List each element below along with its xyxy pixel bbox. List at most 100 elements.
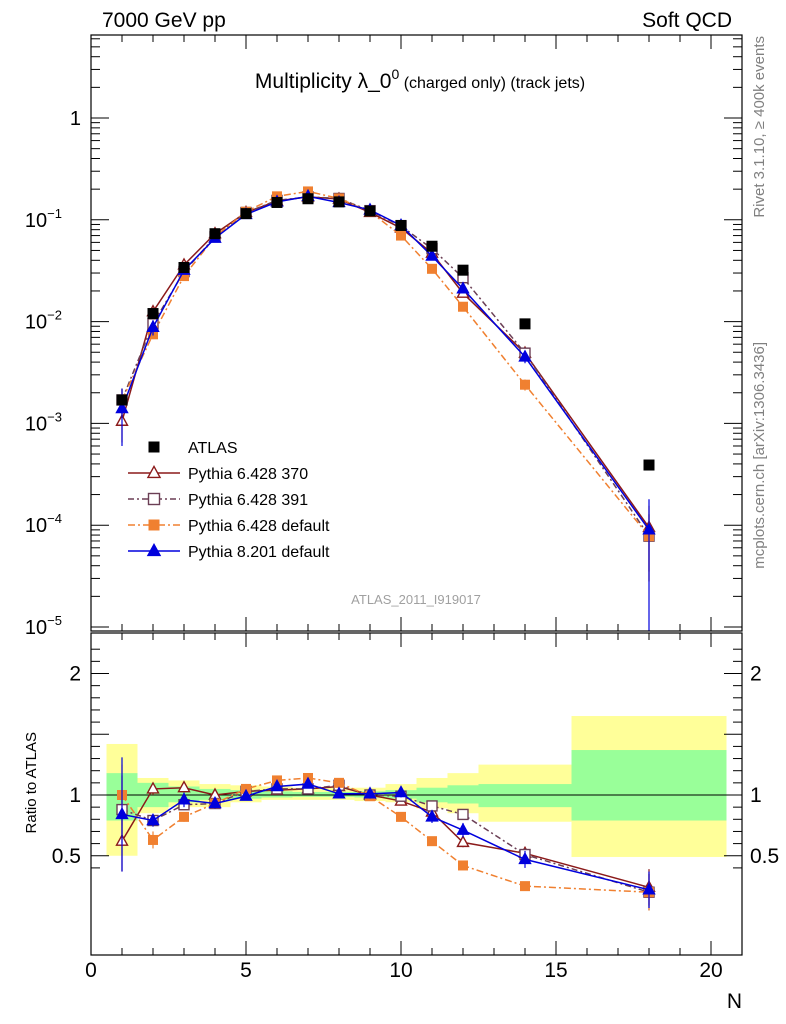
data-point (148, 834, 158, 845)
y-tick-label: 10−3 (25, 409, 62, 435)
data-point (457, 808, 469, 821)
ratio-panel-series (115, 757, 656, 911)
ratio-y-axis-label: Ratio to ATLAS (23, 732, 40, 833)
data-point (115, 806, 129, 820)
rivet-version-label: Rivet 3.1.10, ≥ 400k events (751, 36, 768, 218)
legend-entry: Pythia 6.428 370 (128, 464, 308, 483)
legend-label: Pythia 6.428 370 (188, 466, 308, 483)
data-point (116, 394, 128, 406)
data-point (642, 522, 656, 535)
data-point (642, 882, 656, 895)
ratio-series-line (121, 783, 650, 891)
data-point (334, 777, 344, 788)
ratio-y-tick-label-right: 1 (750, 784, 762, 807)
data-point (458, 301, 468, 312)
x-tick-label: 5 (240, 959, 252, 982)
data-point (209, 228, 221, 240)
data-point (147, 308, 159, 320)
data-point (271, 196, 283, 208)
data-point (425, 248, 439, 261)
legend-marker (146, 464, 162, 479)
main-panel-frame (90, 34, 743, 632)
analysis-label: ATLAS_2011_I919017 (351, 592, 481, 607)
data-point (364, 205, 376, 217)
legend-label: Pythia 6.428 default (188, 518, 330, 535)
data-point (146, 813, 160, 826)
data-point (456, 822, 470, 835)
y-tick-label: 1 (70, 108, 81, 130)
data-point (395, 219, 407, 231)
data-point (302, 193, 314, 205)
data-point (240, 208, 252, 220)
data-point (115, 401, 129, 414)
legend-marker (148, 519, 160, 531)
data-point (456, 834, 470, 848)
legend-label: ATLAS (188, 440, 238, 457)
y-tick-label: 10−4 (25, 511, 62, 537)
x-tick-label: 15 (544, 959, 567, 982)
stat-uncertainty-band (478, 784, 572, 808)
ratio-y-tick-label: 1 (69, 784, 81, 807)
data-point (427, 836, 437, 847)
legend-label: Pythia 6.428 391 (188, 492, 308, 509)
category-label: Soft QCD (642, 9, 732, 32)
ratio-panel-frame (90, 632, 743, 956)
legend-marker (147, 492, 161, 506)
data-point (177, 780, 191, 793)
energy-label: 7000 GeV pp (102, 9, 226, 32)
data-point (458, 860, 468, 871)
y-tick-label: 10−1 (25, 206, 62, 232)
y-tick-label: 10−2 (25, 308, 62, 334)
x-tick-label: 10 (389, 959, 412, 982)
legend-entry: Pythia 6.428 default (128, 518, 330, 535)
ratio-series-line (121, 777, 650, 893)
source-label: mcplots.cern.ch [arXiv:1306.3436] (751, 342, 768, 569)
data-point (425, 809, 439, 822)
ratio-y-tick-label: 2 (69, 663, 81, 686)
legend-entry: Pythia 6.428 391 (128, 492, 308, 509)
data-point (146, 319, 160, 332)
ratio-y-tick-label-right: 2 (750, 663, 762, 686)
data-point (456, 281, 470, 294)
legend-entry: ATLAS (148, 440, 238, 457)
data-point (457, 264, 469, 276)
series-line (121, 190, 650, 537)
data-point (426, 240, 438, 252)
data-point (520, 881, 530, 892)
data-point (643, 459, 655, 471)
data-point (177, 792, 191, 805)
data-point (208, 796, 222, 809)
stat-uncertainty-band (447, 785, 479, 804)
data-point (519, 318, 531, 330)
data-point (394, 785, 408, 798)
legend-entry: Pythia 8.201 default (128, 542, 330, 561)
legend-marker (146, 542, 162, 557)
data-point (518, 851, 532, 865)
data-point (179, 271, 189, 282)
data-point (520, 379, 530, 390)
main-panel-series (115, 186, 656, 631)
data-point (178, 261, 190, 273)
data-point (146, 781, 160, 794)
data-point (270, 779, 284, 792)
legend: ATLAS Pythia 6.428 370 Pythia 6.428 391 Pyt… (128, 440, 330, 561)
data-point (396, 811, 406, 822)
x-tick-label: 20 (699, 959, 722, 982)
ratio-y-tick-label: 0.5 (52, 845, 81, 868)
data-point (332, 786, 346, 799)
y-tick-label: 10−5 (25, 613, 62, 639)
ratio-uncertainty-bands (106, 716, 727, 857)
data-point (333, 196, 345, 208)
axes: 0 5 10 15 20 1 10−1 10−2 10−3 10−4 10−5 0.5 0.5 1 1 2 2 (25, 35, 779, 982)
data-point (518, 349, 532, 362)
data-point (363, 786, 377, 799)
data-point (179, 811, 189, 822)
data-point (396, 230, 406, 241)
x-axis-label: N (727, 990, 742, 1013)
ratio-series-line (121, 785, 650, 889)
ratio-y-tick-label-right: 0.5 (750, 845, 779, 868)
data-point (427, 263, 437, 274)
stat-uncertainty-band (571, 750, 727, 821)
data-point (239, 788, 253, 801)
